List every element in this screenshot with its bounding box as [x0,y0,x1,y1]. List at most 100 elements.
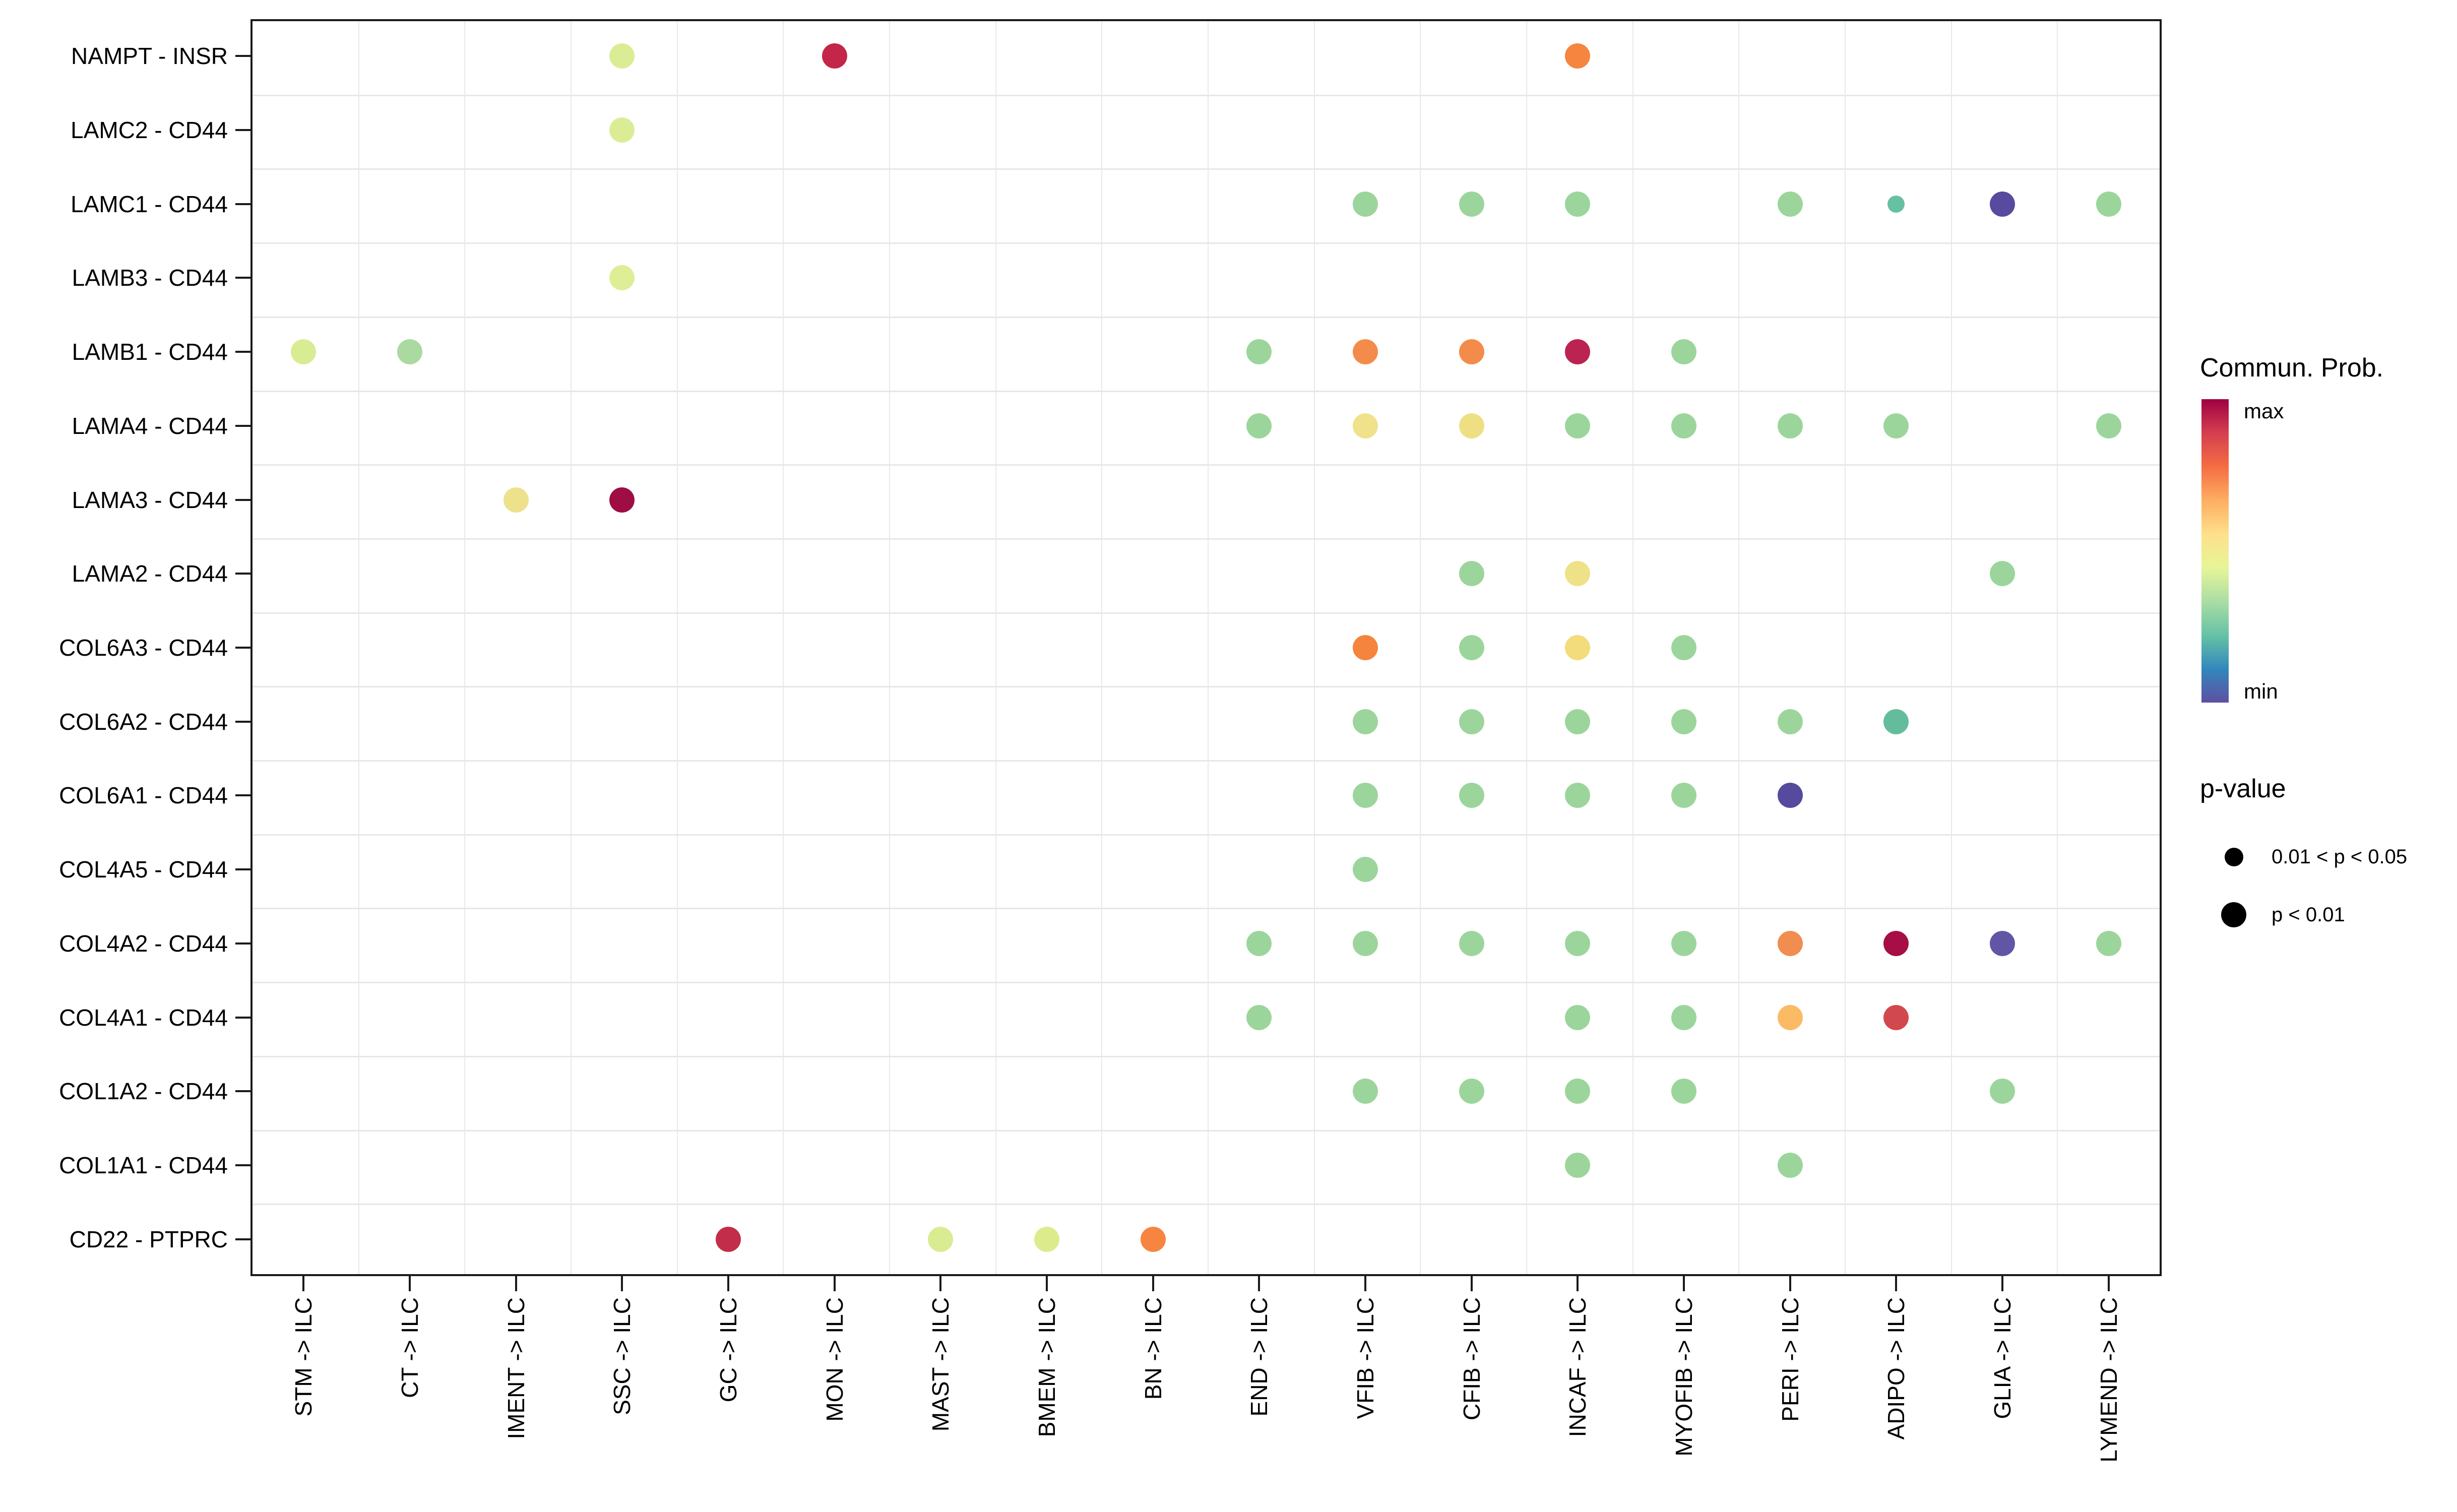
data-point [1353,930,1378,956]
y-axis-tick [235,55,250,57]
legend: Commun. Prob. max min p-value 0.01 < p <… [2187,343,2457,973]
data-point [1246,1004,1272,1030]
data-point [1034,1226,1059,1252]
y-axis-label: COL4A5 - CD44 [59,856,228,883]
y-axis-tick [235,573,250,575]
x-axis-label: VFIB -> ILC [1352,1297,1378,1419]
y-axis-label: LAMC2 - CD44 [71,117,228,144]
data-point [1565,709,1591,734]
data-point [1565,43,1591,69]
x-axis-tick [727,1276,729,1291]
data-point [1671,930,1696,956]
data-point [1565,339,1591,365]
data-point [1671,339,1696,365]
data-point [1565,1079,1591,1104]
colorbar-legend-title: Commun. Prob. [2200,353,2384,383]
x-axis-tick [409,1276,411,1291]
y-axis-label: LAMA2 - CD44 [72,560,228,587]
gridline [253,1204,2160,1206]
y-axis-tick [235,203,250,205]
data-point [1459,339,1484,365]
data-point [1777,191,1803,217]
gridline [995,21,996,1274]
x-axis-label: SSC -> ILC [609,1297,636,1415]
pvalue-legend-item: 0.01 < p < 0.05 [2218,842,2407,872]
data-point [2096,930,2121,956]
data-point [291,339,317,365]
data-point [1353,635,1378,660]
data-point [1459,1079,1484,1104]
data-point [1671,709,1696,734]
pvalue-legend-label: p < 0.01 [2272,903,2345,926]
data-point [609,487,635,513]
data-point [1565,191,1591,217]
gridline [253,1129,2160,1131]
colorbar-max-label: max [2244,399,2284,423]
data-point [1246,339,1272,365]
data-point [1353,783,1378,808]
y-axis-tick [235,868,250,871]
x-axis-tick [1152,1276,1154,1291]
data-point [1990,191,2015,217]
y-axis-tick [235,1090,250,1093]
x-axis-label: INCAF -> ILC [1564,1297,1591,1437]
data-point [1565,635,1591,660]
x-axis-tick [939,1276,942,1291]
pvalue-legend-title: p-value [2200,774,2286,803]
gridline [1101,21,1103,1274]
y-axis-label: LAMA4 - CD44 [72,412,228,439]
gridline [1420,21,1421,1274]
x-axis-tick [1470,1276,1473,1291]
data-point [822,43,847,69]
data-point [1140,1226,1166,1252]
gridline [253,168,2160,170]
gridline [253,94,2160,96]
y-axis-label: COL4A2 - CD44 [59,930,228,957]
data-point [1459,709,1484,734]
x-axis-tick [302,1276,305,1291]
x-axis-label: GLIA -> ILC [1989,1297,2015,1419]
data-point [1777,930,1803,956]
x-axis-tick [621,1276,623,1291]
x-axis-label: STM -> ILC [290,1297,317,1417]
x-axis-label: IMENT -> ILC [502,1297,529,1439]
data-point [1777,1004,1803,1030]
y-axis-label: LAMB1 - CD44 [72,339,228,365]
data-point [1671,635,1696,660]
gridline [253,908,2160,910]
data-point [1459,635,1484,660]
data-point [1777,783,1803,808]
gridline [1208,21,1209,1274]
data-point [1883,1004,1909,1030]
data-point [716,1226,741,1252]
data-point [609,265,635,291]
x-axis-label: MAST -> ILC [927,1297,954,1432]
data-point [1353,191,1378,217]
colorbar-gradient [2201,399,2229,703]
gridline [1632,21,1633,1274]
pvalue-large-dot-icon [2221,902,2246,927]
y-axis-tick [235,129,250,132]
data-point [928,1226,954,1252]
data-point [1777,709,1803,734]
gridline [1738,21,1740,1274]
data-point [503,487,529,513]
data-point [1777,413,1803,438]
gridline [253,612,2160,614]
gridline [358,21,359,1274]
gridline [676,21,678,1274]
gridline [571,21,572,1274]
y-axis-tick [235,1016,250,1019]
gridline [253,390,2160,392]
x-axis-tick [833,1276,836,1291]
x-axis-label: BMEM -> ILC [1034,1297,1060,1437]
data-point [1671,413,1696,438]
x-axis-label: CT -> ILC [397,1297,423,1398]
y-axis-label: LAMA3 - CD44 [72,486,228,513]
pvalue-small-dot-icon [2225,847,2243,866]
data-point [1565,561,1591,587]
data-point [1990,561,2015,587]
x-axis-tick [1895,1276,1898,1291]
data-point [609,117,635,143]
